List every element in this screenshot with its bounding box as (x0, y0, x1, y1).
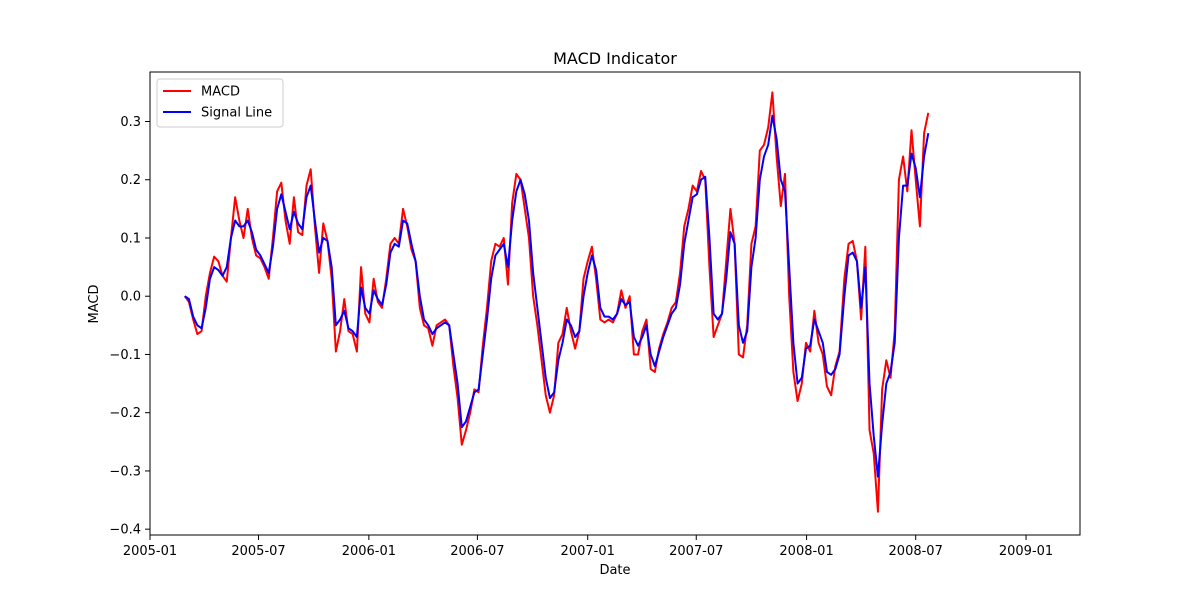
y-tick-label: 0.0 (120, 290, 141, 305)
legend-label: Signal Line (201, 106, 272, 121)
y-tick-label: 0.3 (120, 115, 141, 130)
series-line-signal-line (184, 114, 930, 478)
y-tick-label: −0.3 (109, 464, 141, 479)
legend: MACD Signal Line (156, 78, 284, 128)
x-tick-label: 2009-01 (999, 544, 1053, 559)
y-tick-label: −0.4 (109, 523, 141, 538)
y-axis: 0.3 0.2 0.1 0.0 −0.1 −0.2 −0.3 −0.4 (109, 115, 150, 538)
legend-label: MACD (201, 85, 240, 100)
y-tick-label: −0.2 (109, 406, 141, 421)
x-tick-label: 2008-07 (889, 544, 943, 559)
x-tick-label: 2008-01 (779, 544, 833, 559)
chart-title: MACD Indicator (553, 49, 677, 68)
y-tick-label: −0.1 (109, 348, 141, 363)
y-tick-label: 0.1 (120, 231, 141, 246)
x-axis: 2005-01 2005-07 2006-01 2006-07 2007-01 2007-… (123, 535, 1053, 559)
plot-frame (149, 71, 1081, 536)
x-tick-label: 2006-07 (450, 544, 504, 559)
x-tick-label: 2005-07 (231, 544, 285, 559)
x-tick-label: 2007-07 (669, 544, 723, 559)
x-tick-label: 2006-01 (342, 544, 396, 559)
y-axis-label: MACD (87, 285, 102, 324)
y-tick-label: 0.2 (120, 173, 141, 188)
x-axis-label: Date (599, 563, 630, 578)
x-tick-label: 2007-01 (561, 544, 615, 559)
x-tick-label: 2005-01 (123, 544, 177, 559)
series-layer (183, 91, 930, 513)
